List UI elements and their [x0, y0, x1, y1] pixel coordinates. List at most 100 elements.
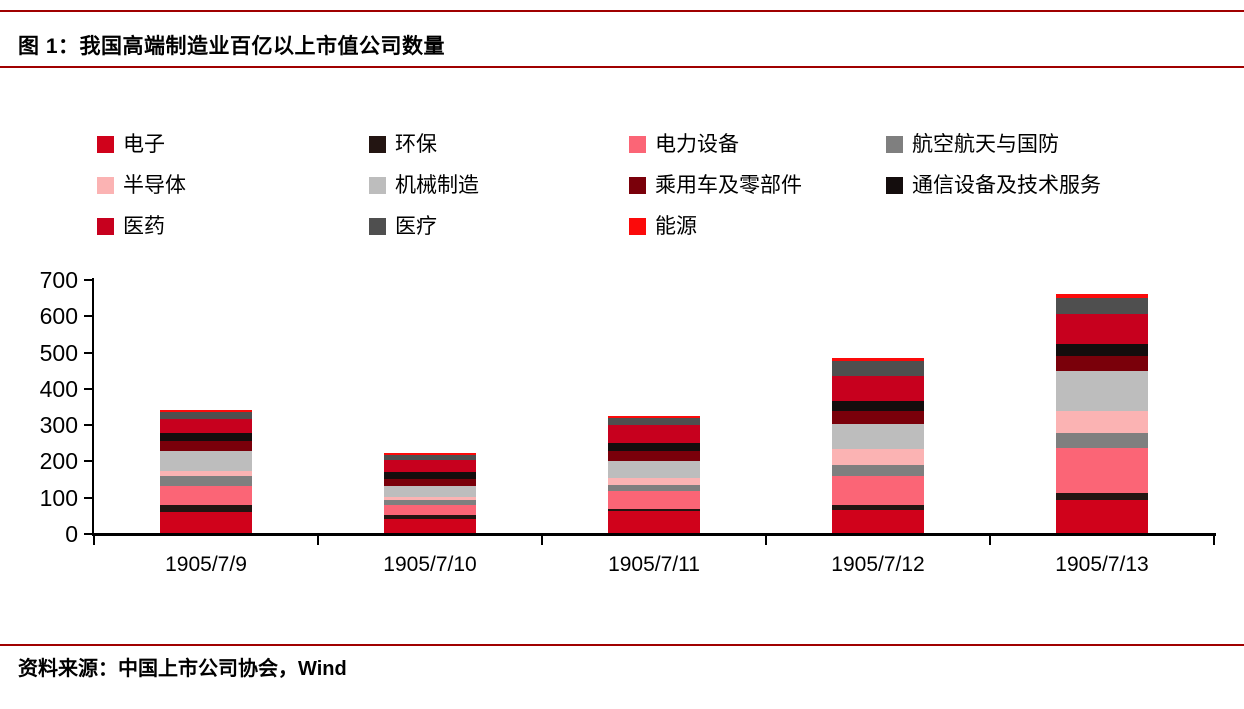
- legend-swatch-icon: [97, 177, 114, 194]
- y-axis-tick-label: 100: [39, 484, 78, 511]
- bar-segment: [160, 412, 252, 419]
- legend-label: 电力设备: [655, 133, 739, 156]
- legend-label: 医疗: [395, 215, 437, 238]
- x-axis-tick: [989, 536, 991, 545]
- bar-segment: [384, 454, 476, 460]
- bar-segment: [1056, 370, 1148, 412]
- bar-segment: [384, 485, 476, 497]
- legend-item: 电力设备: [629, 134, 886, 155]
- stacked-bar: [384, 452, 476, 533]
- bar-segment: [608, 484, 700, 492]
- bar-segment: [160, 450, 252, 471]
- legend-item: 航空航天与国防: [886, 134, 1216, 155]
- bar-segment: [832, 464, 924, 477]
- legend-label: 半导体: [123, 174, 186, 197]
- bar-segment: [160, 409, 252, 413]
- legend-label: 电子: [123, 133, 165, 156]
- bar-segment: [832, 423, 924, 450]
- y-axis-tick-label: 400: [39, 375, 78, 402]
- stacked-bar: [832, 358, 924, 533]
- legend-item: 通信设备及技术服务: [886, 175, 1216, 196]
- bar-segment: [608, 418, 700, 426]
- stacked-bar: [608, 415, 700, 533]
- bar-segment: [384, 478, 476, 486]
- bar-segment: [832, 476, 924, 506]
- y-axis-line: [92, 278, 94, 535]
- y-axis-tick-label: 600: [39, 303, 78, 330]
- legend-swatch-icon: [886, 177, 903, 194]
- x-axis-category-label: 1905/7/12: [831, 553, 925, 576]
- bar-segment: [608, 451, 700, 461]
- legend-item: 机械制造: [369, 175, 629, 196]
- bar-segment: [608, 443, 700, 452]
- bar-segment: [608, 415, 700, 419]
- bar-segment: [1056, 293, 1148, 298]
- bar-segment: [832, 358, 924, 362]
- x-axis-category-label: 1905/7/9: [165, 553, 247, 576]
- bar-segment: [1056, 433, 1148, 449]
- y-axis-tick: [84, 279, 93, 281]
- x-axis-tick: [317, 536, 319, 545]
- bar-segment: [608, 491, 700, 509]
- bar-segment: [384, 452, 476, 455]
- bar-segment: [608, 477, 700, 485]
- x-axis-tick: [1213, 536, 1215, 545]
- legend-swatch-icon: [97, 136, 114, 153]
- legend-item: 乘用车及零部件: [629, 175, 886, 196]
- legend-item: 环保: [369, 134, 629, 155]
- legend-label: 通信设备及技术服务: [912, 174, 1101, 197]
- y-axis-tick: [84, 496, 93, 499]
- y-axis-tick: [84, 315, 93, 318]
- legend-swatch-icon: [369, 136, 386, 153]
- y-axis-tick-label: 300: [39, 412, 78, 439]
- bar-segment: [1056, 500, 1148, 533]
- y-axis-tick-label: 700: [39, 267, 78, 293]
- y-axis-tick-label: 500: [39, 339, 78, 366]
- legend-swatch-icon: [629, 218, 646, 235]
- legend-label: 环保: [395, 133, 437, 156]
- x-axis-tick: [541, 536, 543, 545]
- bar-segment: [384, 472, 476, 479]
- bar-segment: [160, 511, 252, 533]
- bar-segment: [832, 449, 924, 465]
- x-axis-category-label: 1905/7/11: [608, 553, 700, 576]
- bar-segment: [832, 509, 924, 533]
- bar-segment: [1056, 493, 1148, 501]
- legend-swatch-icon: [369, 218, 386, 235]
- bar-segment: [160, 470, 252, 477]
- legend-item: 能源: [629, 216, 886, 237]
- y-axis-tick: [84, 387, 93, 390]
- bar-segment: [160, 418, 252, 434]
- bar-segment: [384, 496, 476, 500]
- bar-segment: [832, 361, 924, 376]
- bar-segment: [384, 515, 476, 519]
- bar-segment: [1056, 411, 1148, 434]
- legend-swatch-icon: [629, 136, 646, 153]
- y-axis-tick: [84, 533, 93, 535]
- legend-swatch-icon: [886, 136, 903, 153]
- bar-segment: [832, 505, 924, 510]
- bar-segment: [160, 486, 252, 506]
- bar-segment: [160, 476, 252, 487]
- legend-swatch-icon: [629, 177, 646, 194]
- x-axis-tick: [765, 536, 767, 545]
- figure-title: 图 1：我国高端制造业百亿以上市值公司数量: [18, 35, 446, 58]
- bar-segment: [384, 518, 476, 533]
- bar-segment: [1056, 448, 1148, 494]
- bar-segment: [608, 508, 700, 512]
- bar-segment: [384, 500, 476, 506]
- bar-segment: [832, 410, 924, 424]
- bar-segment: [608, 425, 700, 444]
- legend-item: 医疗: [369, 216, 629, 237]
- bar-segment: [832, 375, 924, 401]
- y-axis-tick: [84, 424, 93, 427]
- legend-label: 乘用车及零部件: [655, 174, 802, 197]
- bar-segment: [1056, 344, 1148, 356]
- y-axis-tick: [84, 460, 93, 463]
- legend-label: 航空航天与国防: [912, 133, 1059, 156]
- stacked-bar: [1056, 293, 1148, 533]
- top-rule: [0, 10, 1244, 12]
- y-axis-tick: [84, 351, 93, 354]
- bar-segment: [608, 460, 700, 478]
